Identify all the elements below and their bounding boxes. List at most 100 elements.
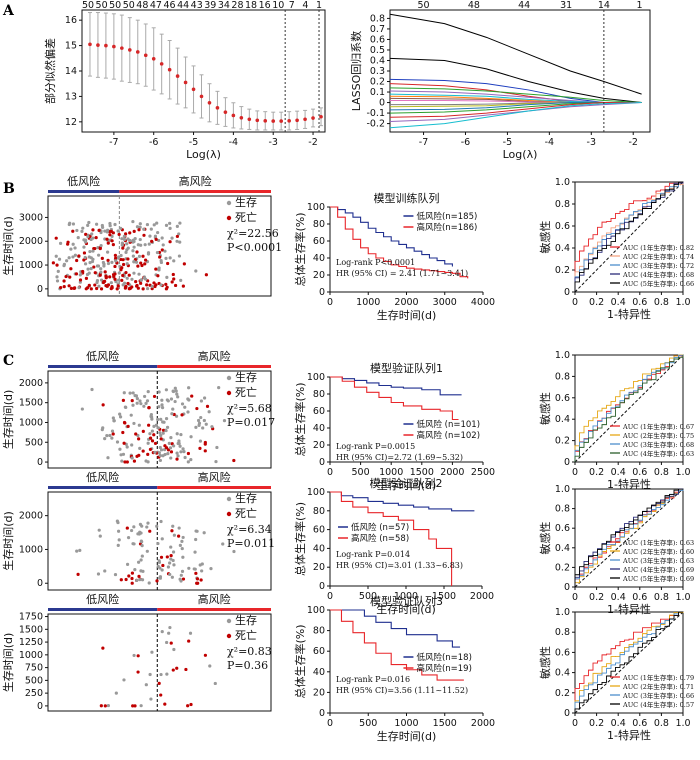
alive-point bbox=[159, 283, 163, 287]
alive-point bbox=[140, 578, 145, 582]
alive-point bbox=[169, 456, 173, 460]
legend-label: AUC (1年生存率): 0.82 bbox=[622, 243, 694, 252]
data-point bbox=[207, 100, 212, 105]
dead-point bbox=[89, 287, 93, 291]
dead-point bbox=[104, 284, 108, 288]
alive-point bbox=[204, 422, 208, 426]
dead-point bbox=[110, 239, 114, 243]
dead-point bbox=[163, 702, 167, 706]
y-tick-label: 20 bbox=[313, 270, 325, 281]
dead-point bbox=[190, 394, 194, 398]
data-point bbox=[215, 106, 220, 110]
alive-point bbox=[135, 225, 140, 229]
legend-label: AUC (2年生存率): 0.60 bbox=[622, 547, 694, 556]
alive-point bbox=[213, 681, 217, 686]
alive-point bbox=[179, 278, 183, 282]
y-tick-label: 1.0 bbox=[555, 484, 570, 495]
alive-point bbox=[150, 415, 154, 419]
alive-point bbox=[132, 421, 136, 426]
x-tick-label: 0.6 bbox=[632, 467, 647, 478]
dead-point bbox=[152, 281, 156, 285]
dead-point bbox=[111, 243, 115, 247]
alive-point bbox=[171, 524, 175, 528]
x-tick-label: 1000 bbox=[356, 297, 380, 308]
x-tick-label: 0.4 bbox=[611, 718, 626, 729]
x-tick-label: 2000 bbox=[470, 591, 494, 602]
alive-point bbox=[117, 271, 121, 275]
dead-point bbox=[99, 704, 103, 708]
top-tick-label: 50 bbox=[96, 0, 108, 11]
dead-point bbox=[51, 261, 55, 265]
reference-diagonal bbox=[574, 354, 684, 463]
alive-point bbox=[202, 418, 206, 423]
data-point bbox=[263, 119, 268, 123]
alive-point bbox=[122, 237, 127, 242]
chi-square-stat: χ²=0.83 bbox=[227, 645, 272, 658]
y-tick-label: 40 bbox=[313, 423, 325, 434]
dead-point bbox=[87, 283, 91, 287]
alive-point bbox=[124, 250, 128, 254]
alive-point bbox=[146, 460, 150, 464]
alive-point bbox=[177, 439, 181, 443]
x-tick-label: -7 bbox=[419, 137, 428, 148]
high-risk-bar bbox=[157, 608, 271, 611]
low-risk-label: 低风险 bbox=[67, 174, 100, 188]
y-tick-label: 0.8 bbox=[555, 504, 570, 515]
alive-point bbox=[135, 578, 139, 582]
alive-point bbox=[149, 697, 153, 701]
legend-label: 高风险 (n=102) bbox=[416, 430, 480, 441]
alive-point bbox=[178, 240, 182, 244]
dead-point bbox=[181, 284, 185, 288]
dead-point bbox=[123, 421, 127, 425]
top-tick-label: 16 bbox=[259, 0, 271, 11]
x-tick-label: 500 bbox=[359, 718, 377, 729]
dead-point bbox=[135, 250, 139, 254]
data-point bbox=[255, 118, 260, 123]
y-tick-label: 40 bbox=[313, 667, 325, 678]
alive-point bbox=[99, 267, 103, 271]
dead-point bbox=[199, 578, 203, 582]
panel-label-b: B bbox=[3, 181, 15, 197]
x-tick-label: 0.8 bbox=[654, 297, 669, 308]
legend-label: 高风险(n=186) bbox=[416, 222, 477, 233]
dead-point bbox=[64, 274, 68, 279]
alive-point bbox=[125, 242, 129, 246]
y-tick-label: 0 bbox=[319, 708, 325, 719]
p-value-stat: P=0.36 bbox=[227, 659, 268, 672]
data-point bbox=[303, 117, 307, 122]
y-tick-label: 0.6 bbox=[555, 393, 570, 404]
alive-point bbox=[135, 401, 139, 405]
alive-point bbox=[176, 395, 180, 399]
km-annotation: Log-rank P=0.016 bbox=[336, 675, 410, 684]
alive-point bbox=[115, 519, 119, 523]
alive-point bbox=[119, 453, 123, 457]
alive-point bbox=[106, 456, 110, 460]
alive-point bbox=[116, 229, 120, 233]
alive-point bbox=[112, 419, 116, 423]
alive-point bbox=[156, 541, 160, 546]
alive-point bbox=[179, 573, 183, 577]
alive-point bbox=[97, 528, 101, 532]
dead-point bbox=[175, 666, 179, 670]
x-tick-label: -4 bbox=[545, 137, 554, 148]
dead-point bbox=[180, 413, 184, 417]
alive-point bbox=[96, 264, 101, 268]
reference-diagonal bbox=[574, 488, 684, 588]
legend-alive-marker bbox=[226, 375, 232, 381]
y-tick-label: 80 bbox=[313, 626, 325, 637]
dead-point bbox=[130, 576, 134, 581]
x-tick-label: -2 bbox=[628, 137, 637, 148]
alive-point bbox=[217, 386, 221, 390]
alive-point bbox=[99, 243, 103, 248]
dead-point bbox=[198, 446, 202, 450]
alive-point bbox=[168, 446, 173, 450]
alive-point bbox=[175, 451, 179, 455]
dead-point bbox=[169, 641, 173, 645]
alive-point bbox=[90, 232, 94, 236]
y-tick-label: 0.1 bbox=[370, 87, 385, 98]
dead-point bbox=[181, 577, 186, 581]
alive-point bbox=[148, 672, 152, 677]
p-value-stat: P<0.0001 bbox=[227, 241, 282, 254]
alive-point bbox=[161, 243, 165, 247]
km-curve-low bbox=[330, 491, 475, 512]
